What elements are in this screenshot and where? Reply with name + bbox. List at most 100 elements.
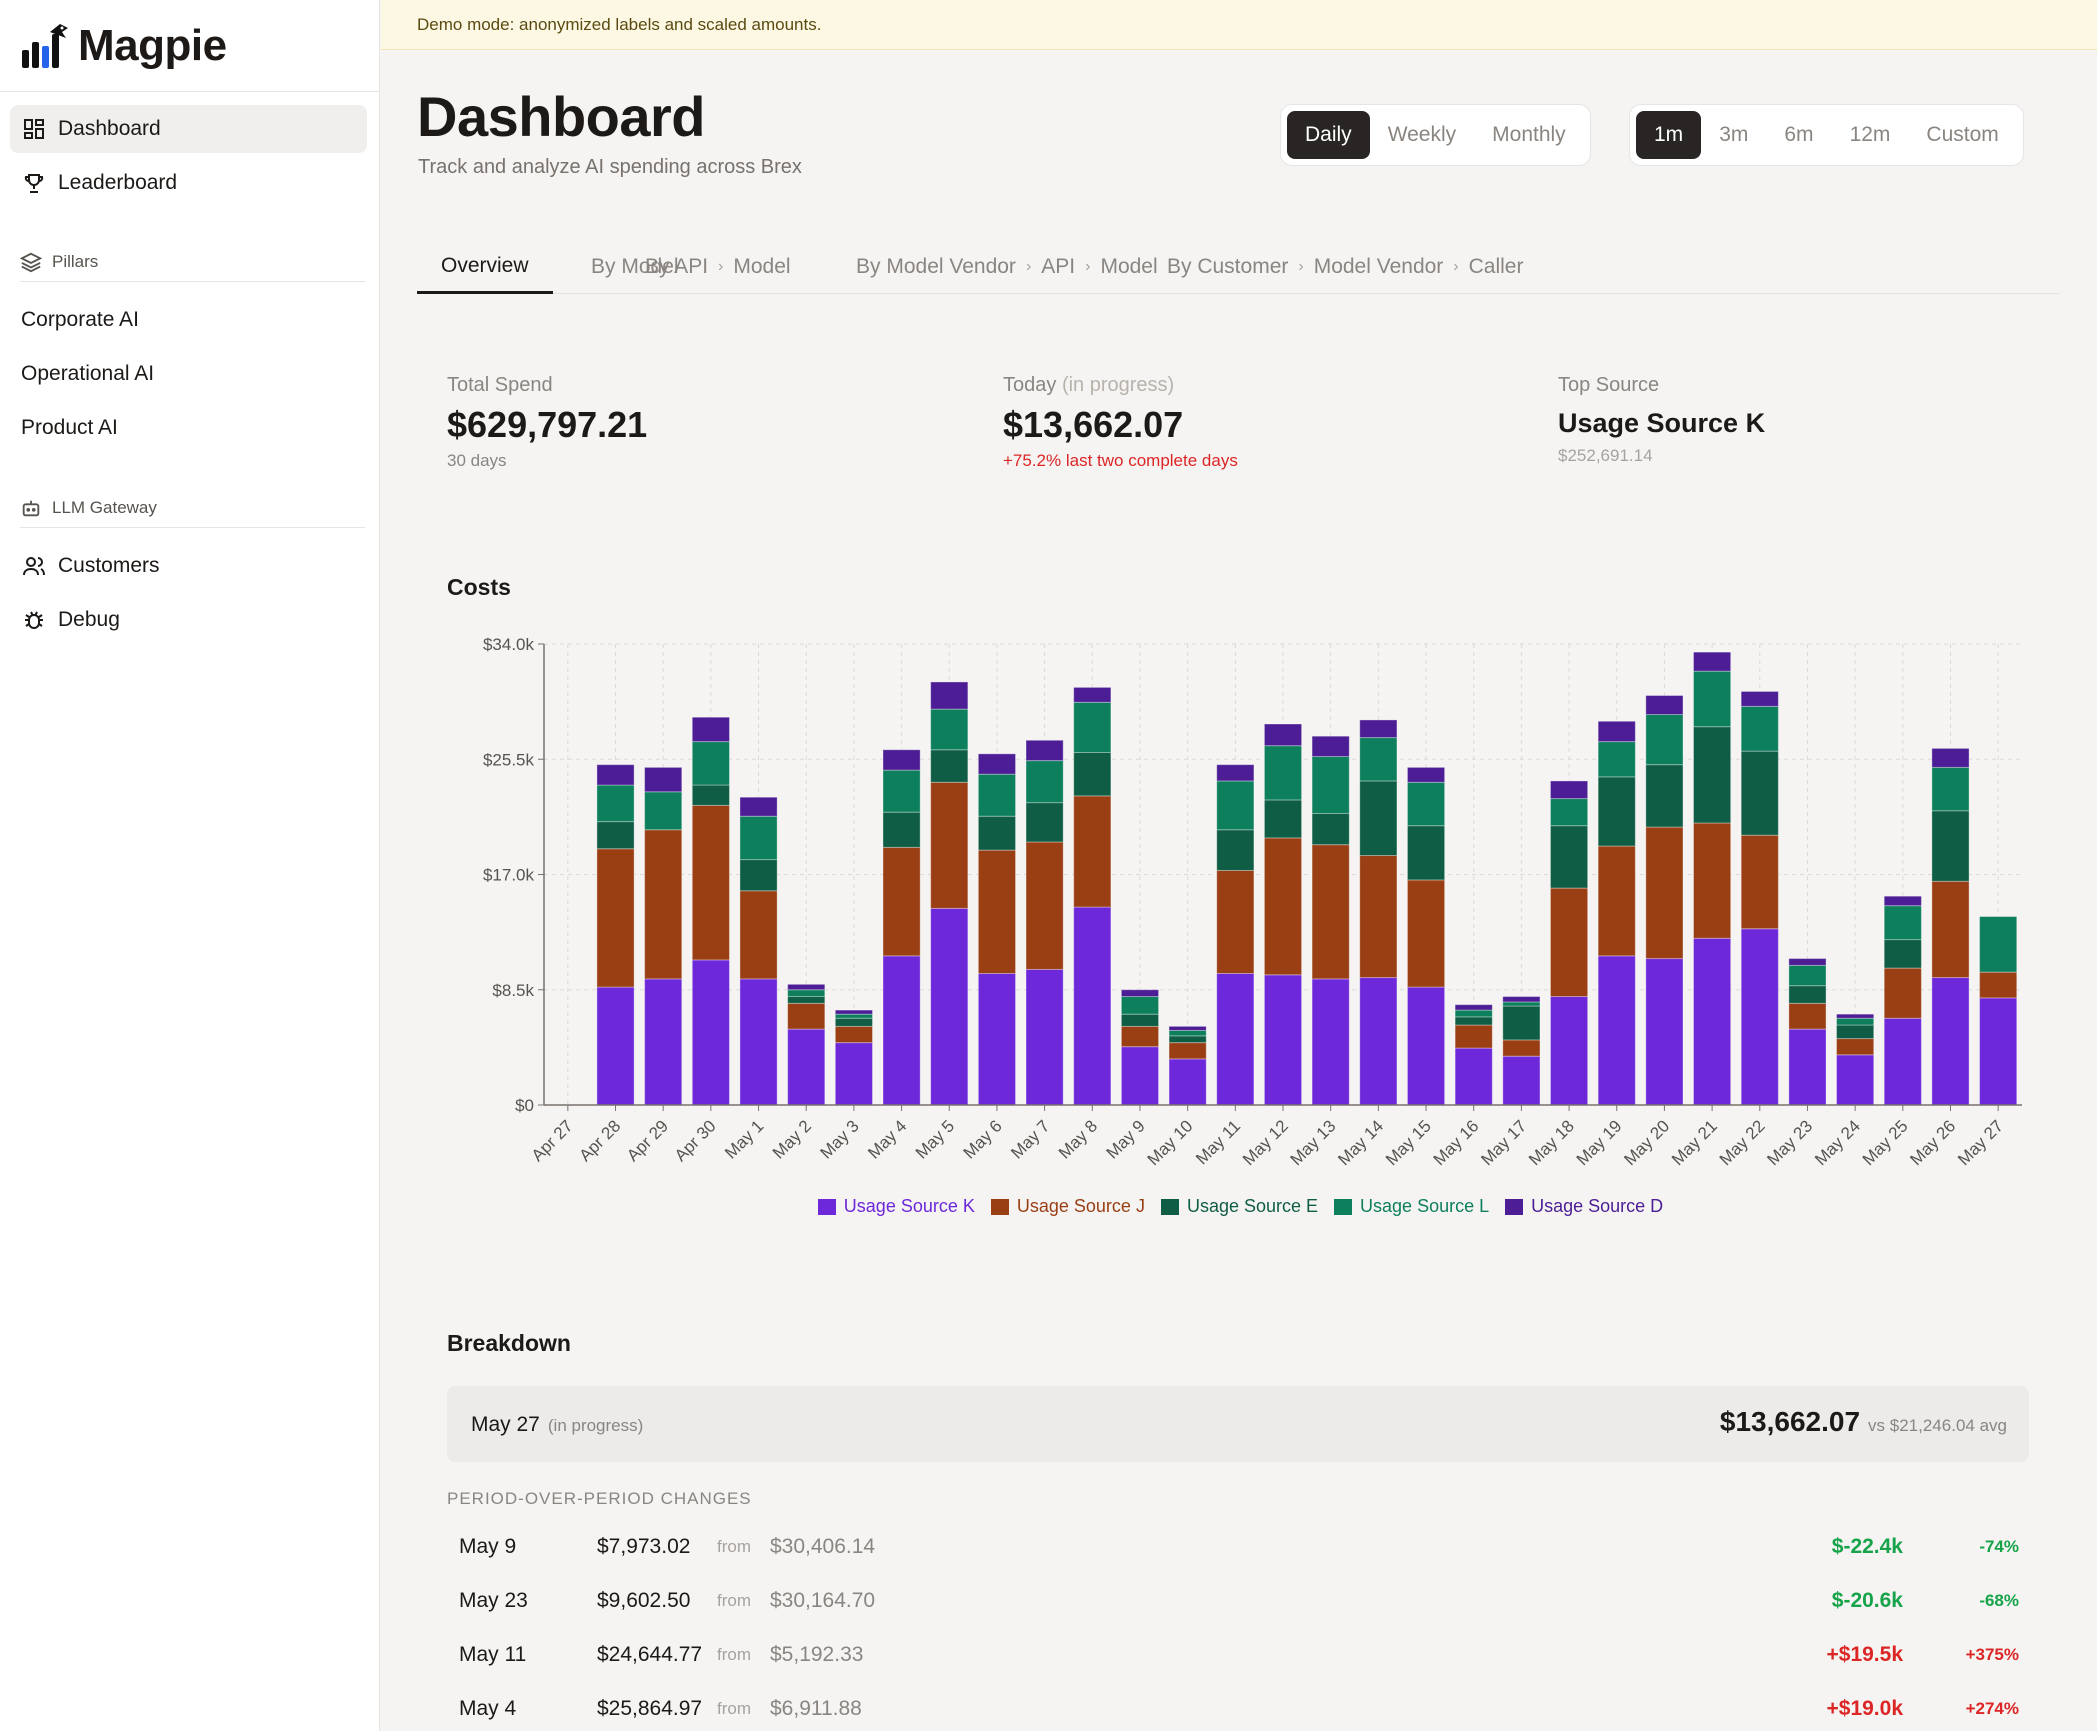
x-tick-label: May 22 — [1716, 1116, 1769, 1169]
x-tick-label: May 16 — [1430, 1116, 1483, 1169]
legend-item[interactable]: Usage Source L — [1334, 1196, 1489, 1217]
bar-segment — [1931, 977, 1970, 1106]
pop-date: May 23 — [459, 1589, 528, 1612]
bar-segment — [1979, 916, 2018, 973]
range-custom-button[interactable]: Custom — [1926, 123, 1999, 146]
bar-segment — [1931, 766, 1970, 812]
bar-segment — [1645, 695, 1684, 716]
magpie-logo-icon — [22, 23, 68, 68]
granularity-daily-button[interactable]: Daily — [1287, 111, 1370, 159]
pop-percent: -68% — [1979, 1591, 2019, 1610]
range-12m-button[interactable]: 12m — [1849, 123, 1891, 146]
bar-segment — [977, 815, 1017, 851]
sidebar-item-leaderboard[interactable]: Leaderboard — [10, 159, 367, 207]
legend-item[interactable]: Usage Source J — [990, 1196, 1145, 1217]
bar-segment — [1263, 745, 1303, 801]
pop-delta: $-22.4k — [1831, 1535, 1903, 1558]
pop-date: May 9 — [459, 1535, 517, 1558]
bar-segment — [1645, 958, 1684, 1106]
legend-label: Usage Source D — [1531, 1196, 1664, 1216]
range-6m-button[interactable]: 6m — [1784, 123, 1814, 146]
pop-row[interactable]: May 11 $24,644.77 from $5,192.33 +$19.5k +375… — [459, 1635, 2019, 1675]
legend-label: Usage Source L — [1360, 1196, 1490, 1216]
sidebar-item-debug[interactable]: Debug — [10, 596, 367, 644]
bar-segment — [596, 784, 635, 823]
sidebar-item-operational-ai[interactable]: Operational AI — [21, 362, 155, 385]
bar-segment — [977, 972, 1017, 1106]
bar-segment — [1073, 906, 1112, 1106]
legend-item[interactable]: Usage Source E — [1160, 1196, 1318, 1217]
granularity-weekly-button[interactable]: Weekly — [1387, 123, 1457, 146]
bar-segment — [691, 959, 730, 1106]
kpi-top-note: $252,691.14 — [1558, 446, 1653, 465]
sidebar: Magpie Dashboard Leaderboard Pillars Cor… — [0, 0, 380, 1731]
bar-segment — [691, 804, 730, 961]
range-toggle: 1m 3m 6m 12m Custom — [1629, 104, 2024, 166]
bar-segment — [644, 766, 683, 793]
bar-segment — [834, 1025, 873, 1044]
chevron-right-icon: › — [718, 258, 724, 275]
sidebar-item-dashboard[interactable]: Dashboard — [10, 105, 367, 153]
bar-segment — [1740, 690, 1779, 707]
bar-segment — [1740, 750, 1779, 836]
tab-by-model[interactable]: By Model — [591, 255, 679, 278]
range-1m-button[interactable]: 1m — [1636, 111, 1702, 159]
kpi-total-value: $629,797.21 — [447, 404, 648, 445]
pop-previous-value: $5,192.33 — [770, 1643, 864, 1666]
granularity-monthly-button[interactable]: Monthly — [1492, 123, 1566, 146]
range-3m-button[interactable]: 3m — [1719, 123, 1749, 146]
bar-segment — [1168, 1035, 1207, 1044]
breakdown-title: Breakdown — [447, 1330, 571, 1356]
bar-segment — [1549, 825, 1589, 889]
tab-by-customer-vendor-caller[interactable]: By Customer › Model Vendor › Caller — [1167, 255, 1524, 278]
bar-segment — [1168, 1042, 1207, 1060]
kpi-top-value: Usage Source K — [1558, 408, 1766, 438]
kpi-top-label: Top Source — [1558, 374, 1660, 396]
bar-segment — [1788, 964, 1827, 987]
bar-segment — [1502, 1001, 1541, 1007]
tab-by-api-model[interactable]: By API › Model — [645, 255, 791, 278]
bar-segment — [1025, 841, 1064, 970]
bar-segment — [644, 829, 683, 980]
sidebar-item-corporate-ai[interactable]: Corporate AI — [21, 308, 139, 331]
pop-previous-value: $30,406.14 — [770, 1535, 876, 1558]
sidebar-item-product-ai[interactable]: Product AI — [21, 416, 118, 439]
bar-segment — [1836, 1054, 1875, 1106]
pop-heading: PERIOD-OVER-PERIOD CHANGES — [447, 1489, 752, 1508]
bar-segment — [1693, 937, 1732, 1106]
chart-legend: Usage Source K Usage Source J Usage Source… — [0, 1196, 2097, 1217]
x-tick-label: May 13 — [1287, 1116, 1340, 1169]
bar-segment — [1263, 723, 1303, 747]
bar-segment — [787, 1028, 826, 1106]
pop-row[interactable]: May 9 $7,973.02 from $30,406.14 $-22.4k -74% — [459, 1527, 2019, 1567]
legend-swatch — [990, 1198, 1009, 1215]
x-tick-label: May 3 — [817, 1116, 863, 1162]
bar-segment — [1120, 1025, 1160, 1048]
tab-by-vendor-api-model[interactable]: By Model Vendor › API › Model — [856, 255, 1158, 278]
x-tick-label: May 19 — [1573, 1116, 1626, 1169]
sidebar-item-customers[interactable]: Customers — [10, 542, 367, 590]
bar-segment — [739, 978, 778, 1106]
legend-item[interactable]: Usage Source D — [1505, 1196, 1663, 1217]
bar-segment — [1454, 1016, 1493, 1026]
bar-segment — [1931, 880, 1970, 979]
bar-segment — [691, 741, 730, 786]
dashboard-grid-icon — [24, 119, 44, 139]
bar-segment — [1597, 845, 1636, 957]
brand[interactable]: Magpie — [0, 0, 379, 92]
layers-icon — [20, 252, 42, 272]
pop-row[interactable]: May 23 $9,602.50 from $30,164.70 $-20.6k -68% — [459, 1581, 2019, 1621]
legend-item[interactable]: Usage Source K — [817, 1196, 975, 1217]
bar-segment — [1645, 714, 1684, 766]
bar-segment — [1883, 1017, 1922, 1106]
bar-segment — [787, 1002, 826, 1030]
view-tabs: Overview By Model By API › Model By Model … — [417, 240, 2060, 294]
kpi-today-label: Today (in progress) — [1003, 374, 1175, 396]
bar-segment — [1836, 1013, 1875, 1019]
pop-row[interactable]: May 4 $25,864.97 from $6,911.88 +$19.0k +274% — [459, 1689, 2019, 1729]
x-tick-label: May 1 — [721, 1116, 767, 1162]
legend-swatch — [1334, 1198, 1353, 1215]
bar-segment — [1645, 826, 1684, 960]
tab-overview[interactable]: Overview — [417, 240, 553, 294]
